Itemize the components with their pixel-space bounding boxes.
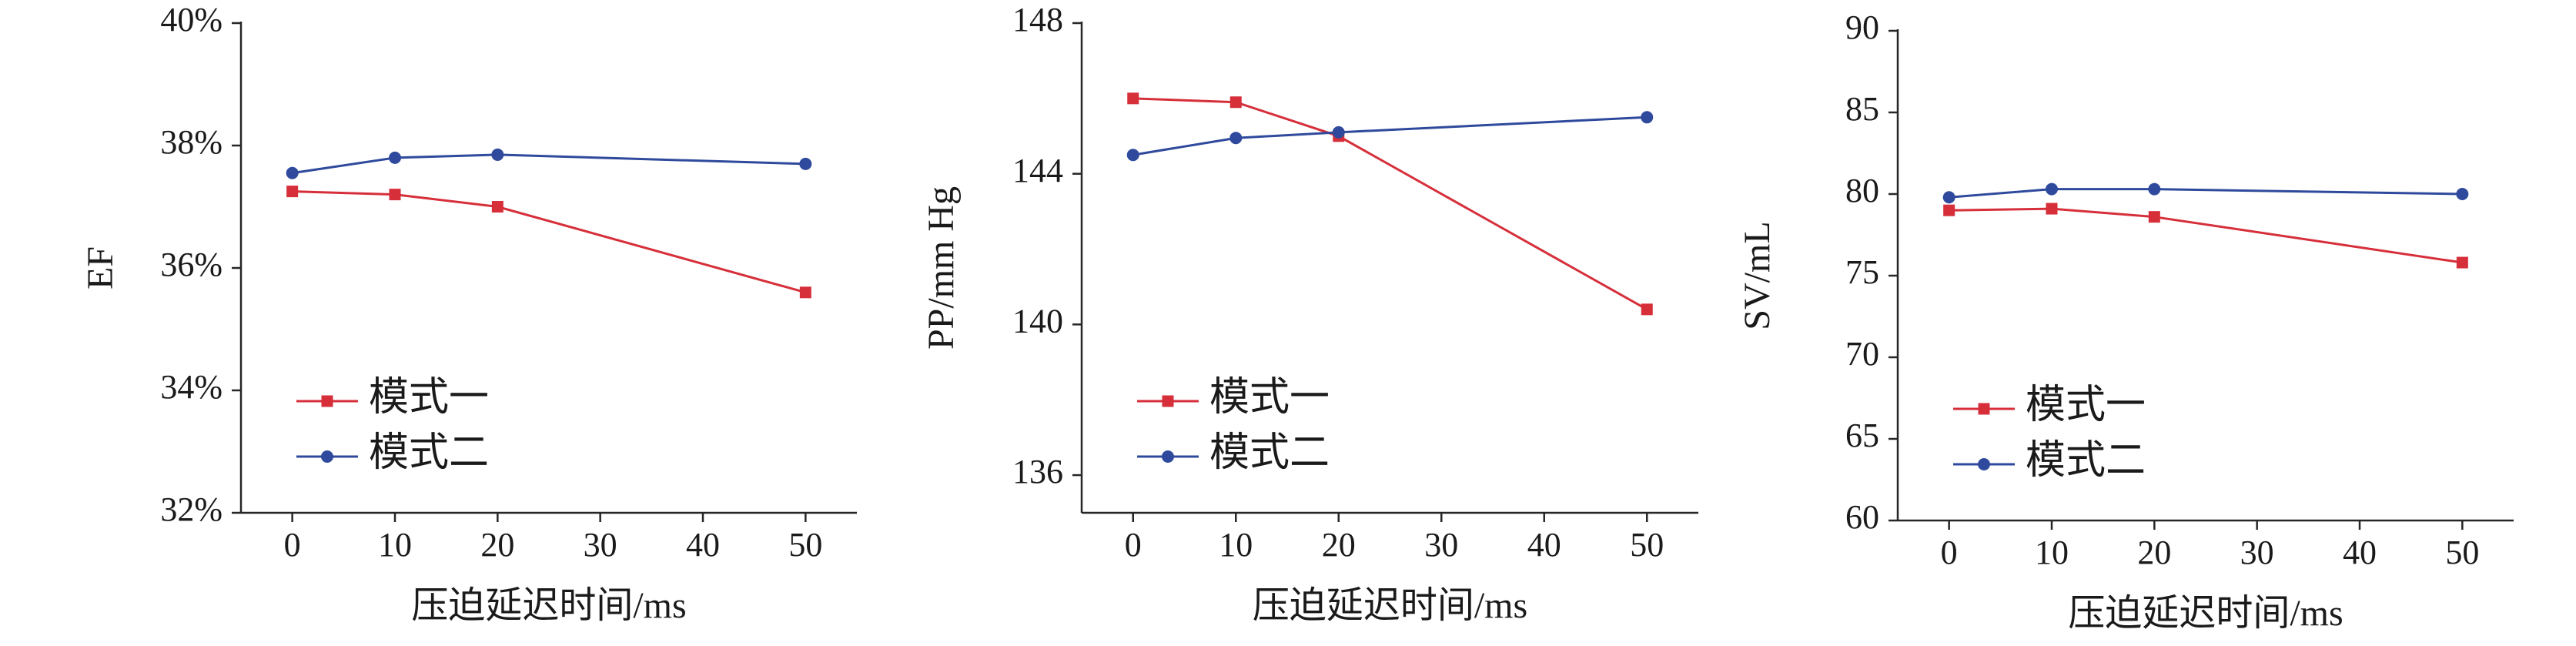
legend-label: 模式一: [1209, 376, 1330, 420]
legend-marker: [1162, 450, 1174, 463]
y-tick-label: 40%: [160, 1, 222, 38]
data-point-series-1: [491, 201, 503, 213]
data-point-series-2: [2148, 182, 2161, 196]
y-tick-label: 80: [1845, 172, 1879, 209]
series-line-2: [1132, 115, 1648, 156]
y-axis-title: SV/mL: [1737, 221, 1778, 330]
legend-label: 模式一: [369, 376, 489, 420]
legend-marker: [1978, 403, 1990, 415]
chart-ef: 32% 34% 36% 38% 40% 0 10 20 30 40 50 压迫延迟时间/ms EF 模式一…: [80, 1, 857, 626]
series-line-1: [1132, 97, 1648, 311]
data-point-series-2: [286, 166, 299, 179]
y-tick-label: 144: [1012, 152, 1063, 189]
legend-marker: [1978, 458, 1990, 470]
data-point-series-2: [2046, 182, 2058, 196]
x-tick-label: 10: [1219, 526, 1253, 564]
x-tick-label: 30: [584, 526, 617, 564]
x-tick-label: 0: [284, 526, 301, 564]
data-point-series-1: [1229, 96, 1242, 109]
y-tick-label: 140: [1012, 302, 1063, 340]
y-tick-label: 60: [1845, 498, 1879, 536]
x-tick-label: 0: [1941, 534, 1958, 571]
legend-item-1: 模式一: [296, 376, 489, 420]
data-point-series-2: [389, 151, 401, 164]
x-axis-title: 压迫延迟时间/ms: [411, 585, 686, 626]
data-point-series-2: [1229, 132, 1243, 145]
series-line-2: [1949, 188, 2463, 199]
y-tick-label: 65: [1845, 417, 1879, 454]
data-point-series-2: [491, 148, 504, 161]
x-tick-label: 40: [2343, 534, 2377, 571]
x-tick-label: 50: [2445, 534, 2479, 571]
data-point-series-1: [1641, 303, 1653, 316]
x-axis-title: 压迫延迟时间/ms: [2068, 593, 2343, 634]
y-tick-label: 36%: [160, 246, 222, 283]
x-tick-label: 20: [1322, 526, 1356, 564]
y-axis-title: EF: [80, 246, 121, 290]
legend-item-2: 模式二: [1137, 431, 1330, 475]
y-tick-label: 136: [1012, 453, 1063, 490]
x-tick-label: 30: [1424, 526, 1458, 564]
data-point-series-1: [1127, 92, 1139, 105]
data-point-series-1: [286, 186, 299, 198]
legend-label: 模式二: [2026, 439, 2146, 483]
y-tick-label: 38%: [160, 123, 222, 161]
y-tick-label: 85: [1845, 90, 1879, 128]
data-point-series-1: [2046, 203, 2058, 215]
x-tick-label: 50: [788, 526, 822, 564]
data-point-series-1: [1943, 204, 1955, 216]
y-tick-label: 148: [1012, 1, 1063, 38]
data-point-series-1: [2456, 256, 2468, 269]
x-tick-label: 40: [686, 526, 720, 564]
data-point-series-2: [1126, 149, 1139, 162]
x-tick-label: 10: [2035, 534, 2069, 571]
x-tick-label: 40: [1527, 526, 1561, 564]
x-tick-label: 50: [1630, 526, 1664, 564]
chart-pp: 136 140 144 148 0 10 20 30 40 50 压迫延迟时间/ms PP/mm Hg…: [921, 1, 1698, 626]
legend-item-2: 模式二: [1953, 439, 2146, 483]
chart-sv: 60 65 70 75 80 85 90 0 10 20 30 40 50 压迫延迟时间/ms SV/mL 模…: [1737, 8, 2514, 634]
data-point-series-2: [799, 157, 812, 170]
x-tick-label: 10: [378, 526, 412, 564]
series-line-2: [292, 153, 806, 175]
x-tick-label: 30: [2240, 534, 2274, 571]
legend-item-2: 模式二: [296, 431, 489, 475]
legend-label: 模式一: [2026, 383, 2146, 427]
legend-item-1: 模式一: [1953, 383, 2146, 427]
x-axis-title: 压迫延迟时间/ms: [1253, 585, 1527, 626]
data-point-series-2: [1942, 191, 1955, 204]
x-tick-label: 20: [2137, 534, 2171, 571]
y-tick-label: 75: [1845, 253, 1879, 291]
y-tick-label: 32%: [160, 490, 222, 528]
data-point-series-2: [1641, 111, 1654, 124]
x-tick-label: 0: [1125, 526, 1142, 564]
legend-label: 模式二: [369, 431, 489, 475]
data-point-series-1: [799, 286, 811, 299]
legend-item-1: 模式一: [1137, 376, 1330, 420]
data-point-series-2: [2456, 188, 2469, 200]
y-tick-label: 90: [1845, 8, 1879, 46]
x-tick-label: 20: [480, 526, 514, 564]
y-tick-label: 34%: [160, 368, 222, 406]
data-point-series-1: [389, 189, 401, 201]
legend-marker: [321, 395, 333, 407]
legend-label: 模式二: [1209, 431, 1330, 475]
y-axis-title: PP/mm Hg: [921, 186, 962, 350]
legend-marker: [1162, 395, 1174, 407]
data-point-series-1: [2148, 211, 2160, 223]
series-line-1: [1949, 207, 2463, 264]
legend-marker: [321, 450, 333, 463]
y-tick-label: 70: [1845, 335, 1879, 373]
data-point-series-2: [1332, 126, 1345, 139]
series-line-1: [292, 190, 806, 294]
